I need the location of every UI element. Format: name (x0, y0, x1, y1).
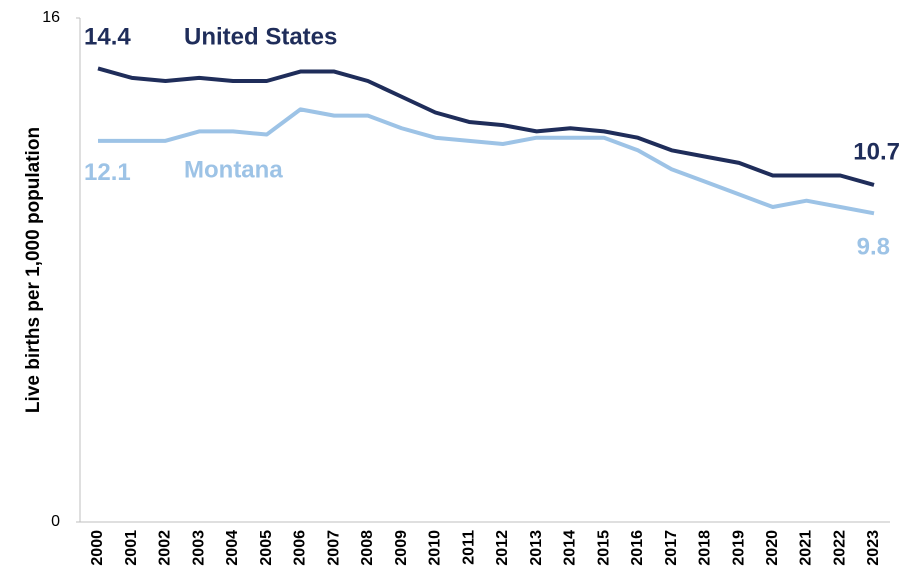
y-axis-label: Live births per 1,000 population (23, 127, 44, 413)
data-label: 14.4 (84, 24, 131, 51)
x-tick-label: 2003 (190, 530, 207, 566)
x-tick-label: 2017 (663, 530, 680, 566)
x-tick-label: 2016 (629, 530, 646, 566)
x-tick-label: 2006 (292, 530, 309, 566)
data-label: 10.7 (853, 138, 900, 165)
x-tick-label: 2023 (865, 530, 882, 566)
x-tick-label: 2011 (460, 530, 477, 565)
x-tick-label: 2005 (258, 530, 275, 566)
data-label: 9.8 (857, 234, 890, 261)
series-line (97, 66, 875, 187)
x-tick-label: 2021 (798, 530, 815, 566)
x-tick-label: 2013 (528, 530, 545, 566)
y-tick-label: 16 (42, 9, 60, 26)
x-tick-label: 2002 (157, 530, 174, 566)
series-name-label: United States (184, 23, 337, 50)
x-tick-label: 2019 (730, 530, 747, 566)
x-tick-label: 2007 (325, 530, 342, 566)
series-line (98, 107, 875, 216)
x-tick-label: 2022 (831, 530, 848, 566)
x-tick-label: 2018 (697, 530, 714, 566)
x-tick-label: 2015 (595, 530, 612, 566)
x-tick-label: 2009 (393, 530, 410, 566)
y-tick-label: 0 (51, 513, 60, 530)
x-tick-label: 2014 (562, 530, 579, 566)
x-tick-label: 2020 (764, 530, 781, 566)
x-tick-label: 2012 (494, 530, 511, 566)
x-tick-label: 2000 (89, 530, 106, 566)
series-name-label: Montana (184, 156, 283, 183)
data-label: 12.1 (84, 159, 131, 186)
x-tick-label: 2008 (359, 530, 376, 566)
x-tick-label: 2004 (224, 530, 241, 566)
x-tick-label: 2010 (427, 530, 444, 566)
x-tick-label: 2001 (123, 530, 140, 566)
